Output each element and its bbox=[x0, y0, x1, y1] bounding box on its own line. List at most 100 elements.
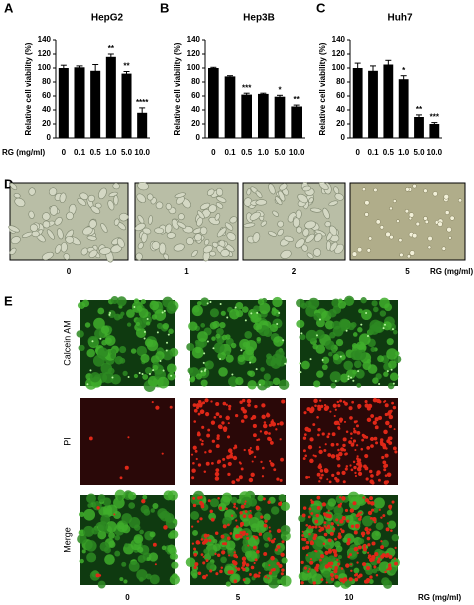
red-cell bbox=[248, 514, 253, 519]
red-cell bbox=[268, 530, 272, 533]
red-cell bbox=[304, 545, 310, 550]
green-cell bbox=[329, 331, 336, 339]
green-cell bbox=[332, 353, 340, 361]
green-cell bbox=[264, 542, 269, 548]
green-cell bbox=[200, 379, 208, 387]
cell bbox=[158, 242, 167, 255]
image-bg bbox=[80, 398, 175, 485]
unit-label: RG (mg/ml) bbox=[418, 593, 461, 602]
green-cell bbox=[324, 340, 335, 350]
green-cell bbox=[83, 525, 95, 537]
red-cell bbox=[230, 514, 234, 517]
red-cell bbox=[193, 552, 198, 557]
y-tick-label: 120 bbox=[332, 49, 346, 58]
green-cell bbox=[200, 323, 206, 328]
green-cell bbox=[305, 551, 317, 564]
red-cell bbox=[197, 412, 201, 416]
green-cell bbox=[358, 308, 363, 314]
red-cell bbox=[228, 554, 231, 557]
red-cell bbox=[359, 511, 363, 514]
fluorescence-image bbox=[296, 295, 402, 390]
bright-cell bbox=[383, 323, 386, 326]
cell bbox=[364, 212, 369, 217]
cell bbox=[409, 250, 416, 256]
green-cell bbox=[230, 342, 237, 349]
red-cell bbox=[238, 461, 242, 464]
red-cell bbox=[337, 404, 341, 408]
green-cell bbox=[358, 538, 365, 545]
red-cell bbox=[199, 495, 203, 499]
y-tick-label: 120 bbox=[38, 49, 52, 58]
cell bbox=[86, 235, 97, 241]
red-cell bbox=[309, 557, 313, 561]
green-cell bbox=[335, 338, 344, 347]
cell bbox=[278, 190, 286, 202]
bright-cell bbox=[352, 379, 355, 382]
cell bbox=[173, 243, 185, 252]
red-cell bbox=[191, 476, 195, 480]
red-cell bbox=[259, 430, 263, 433]
cell bbox=[309, 207, 322, 213]
red-cell bbox=[269, 459, 272, 463]
red-cell bbox=[369, 479, 374, 484]
red-cell bbox=[370, 414, 375, 418]
green-cell bbox=[370, 346, 376, 352]
red-cell bbox=[380, 438, 384, 442]
red-cell bbox=[169, 405, 173, 409]
green-cell bbox=[266, 353, 272, 360]
bright-cell bbox=[284, 362, 287, 365]
cell bbox=[449, 215, 455, 221]
bright-cell bbox=[365, 312, 368, 315]
green-cell bbox=[130, 348, 137, 354]
red-cell bbox=[385, 447, 388, 450]
red-cell bbox=[360, 447, 364, 451]
cell bbox=[220, 249, 230, 258]
red-cell bbox=[248, 477, 254, 483]
red-cell bbox=[193, 547, 197, 551]
red-cell bbox=[326, 435, 330, 439]
red-cell bbox=[385, 420, 390, 426]
green-cell bbox=[196, 301, 202, 306]
red-cell bbox=[243, 502, 247, 506]
cell bbox=[80, 247, 88, 256]
cell bbox=[357, 247, 363, 253]
x-axis-label: RG (mg/ml) bbox=[2, 148, 45, 157]
red-cell bbox=[386, 522, 389, 525]
red-cell bbox=[268, 526, 271, 529]
red-cell bbox=[300, 560, 304, 564]
cell bbox=[415, 221, 421, 227]
red-cell bbox=[315, 513, 320, 518]
y-tick-label: 80 bbox=[42, 77, 51, 86]
green-cell bbox=[383, 371, 389, 377]
red-cell bbox=[225, 507, 228, 510]
red-cell bbox=[380, 545, 385, 550]
cell bbox=[155, 201, 164, 210]
red-cell bbox=[191, 542, 195, 545]
cell bbox=[135, 252, 143, 261]
red-cell bbox=[305, 523, 309, 527]
green-cell bbox=[152, 364, 159, 371]
red-cell bbox=[199, 409, 205, 415]
red-cell bbox=[307, 444, 313, 450]
red-cell bbox=[377, 557, 381, 561]
cell bbox=[404, 209, 410, 214]
bright-cell bbox=[300, 332, 303, 335]
y-tick-label: 20 bbox=[191, 119, 200, 128]
cell bbox=[191, 250, 198, 258]
red-cell bbox=[268, 539, 271, 542]
green-cell bbox=[353, 567, 360, 574]
red-cell bbox=[337, 562, 341, 566]
cell bbox=[46, 229, 55, 240]
green-cell bbox=[247, 380, 257, 390]
y-tick-label: 100 bbox=[38, 63, 52, 72]
green-cell bbox=[387, 382, 395, 390]
cell bbox=[99, 247, 112, 255]
red-cell bbox=[261, 403, 266, 408]
cell bbox=[399, 252, 404, 258]
red-cell bbox=[357, 545, 362, 550]
green-cell bbox=[213, 342, 225, 354]
cell bbox=[396, 219, 400, 223]
red-cell bbox=[233, 505, 236, 509]
red-cell bbox=[254, 558, 258, 562]
green-cell bbox=[215, 333, 221, 339]
